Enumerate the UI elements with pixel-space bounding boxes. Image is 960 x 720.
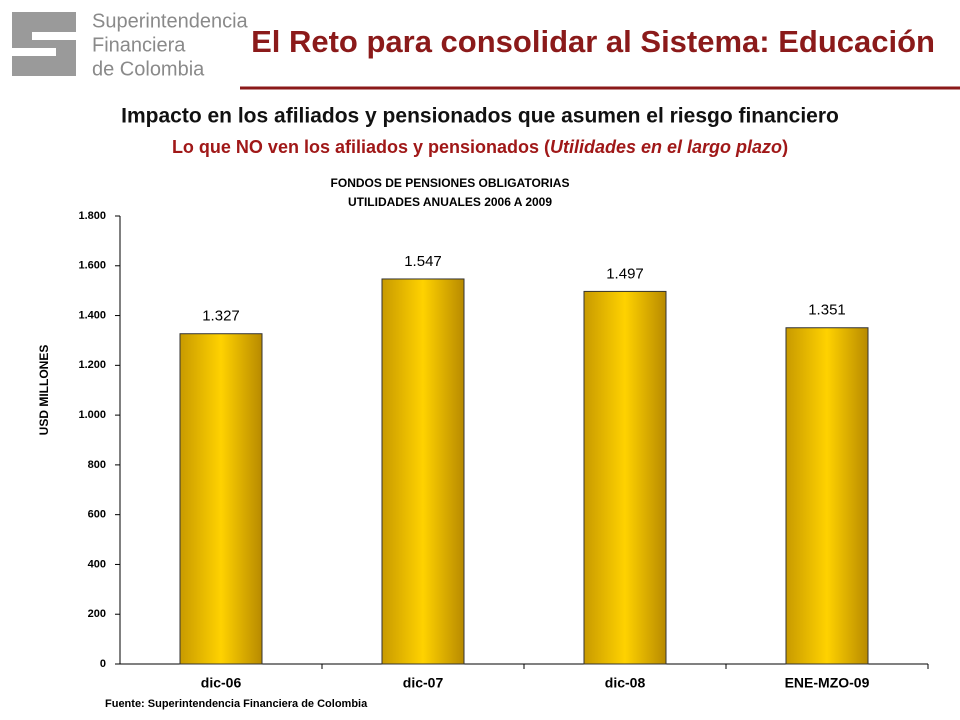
y-tick-label: 1.600 [78,260,106,272]
logo: Superintendencia Financiera de Colombia [12,10,249,80]
value-label: 1.351 [808,302,846,319]
y-tick-label: 1.800 [78,210,106,222]
heading: Impacto en los afiliados y pensionados q… [121,105,839,128]
x-tick-label: dic-08 [605,675,646,691]
x-tick-label: ENE-MZO-09 [785,675,870,691]
subheading: Lo que NO ven los afiliados y pensionado… [172,137,788,157]
bar [381,278,465,665]
subheading-part: Utilidades en el largo plazo [550,137,782,157]
y-axis-label: USD MILLONES [37,345,51,436]
y-tick-label: 1.400 [78,309,106,321]
bar [179,333,263,665]
bar [583,290,667,665]
logo-text: de Colombia [92,58,205,80]
y-tick-label: 600 [88,509,106,521]
x-tick-label: dic-06 [201,675,242,691]
x-tick-label: dic-07 [403,675,444,691]
chart-subtitle: UTILIDADES ANUALES 2006 A 2009 [348,195,552,209]
logo-text: Superintendencia [92,10,249,32]
y-tick-label: 1.000 [78,409,106,421]
subheading-part: Lo que NO ven los afiliados y pensionado… [172,137,550,157]
value-label: 1.497 [606,265,644,282]
logo-text: Financiera [92,34,186,56]
value-label: 1.327 [202,308,240,325]
logo-mark [12,12,76,76]
y-tick-label: 1.200 [78,359,106,371]
value-label: 1.547 [404,253,442,270]
chart-title: FONDOS DE PENSIONES OBLIGATORIAS [331,176,570,190]
source: Fuente: Superintendencia Financiera de C… [105,698,368,710]
y-tick-label: 800 [88,459,106,471]
subheading-part: ) [782,137,788,157]
y-tick-label: 400 [88,558,106,570]
y-tick-label: 0 [100,658,106,670]
bar [785,327,869,665]
slide-title: El Reto para consolidar al Sistema: Educ… [251,24,935,59]
y-tick-label: 200 [88,608,106,620]
